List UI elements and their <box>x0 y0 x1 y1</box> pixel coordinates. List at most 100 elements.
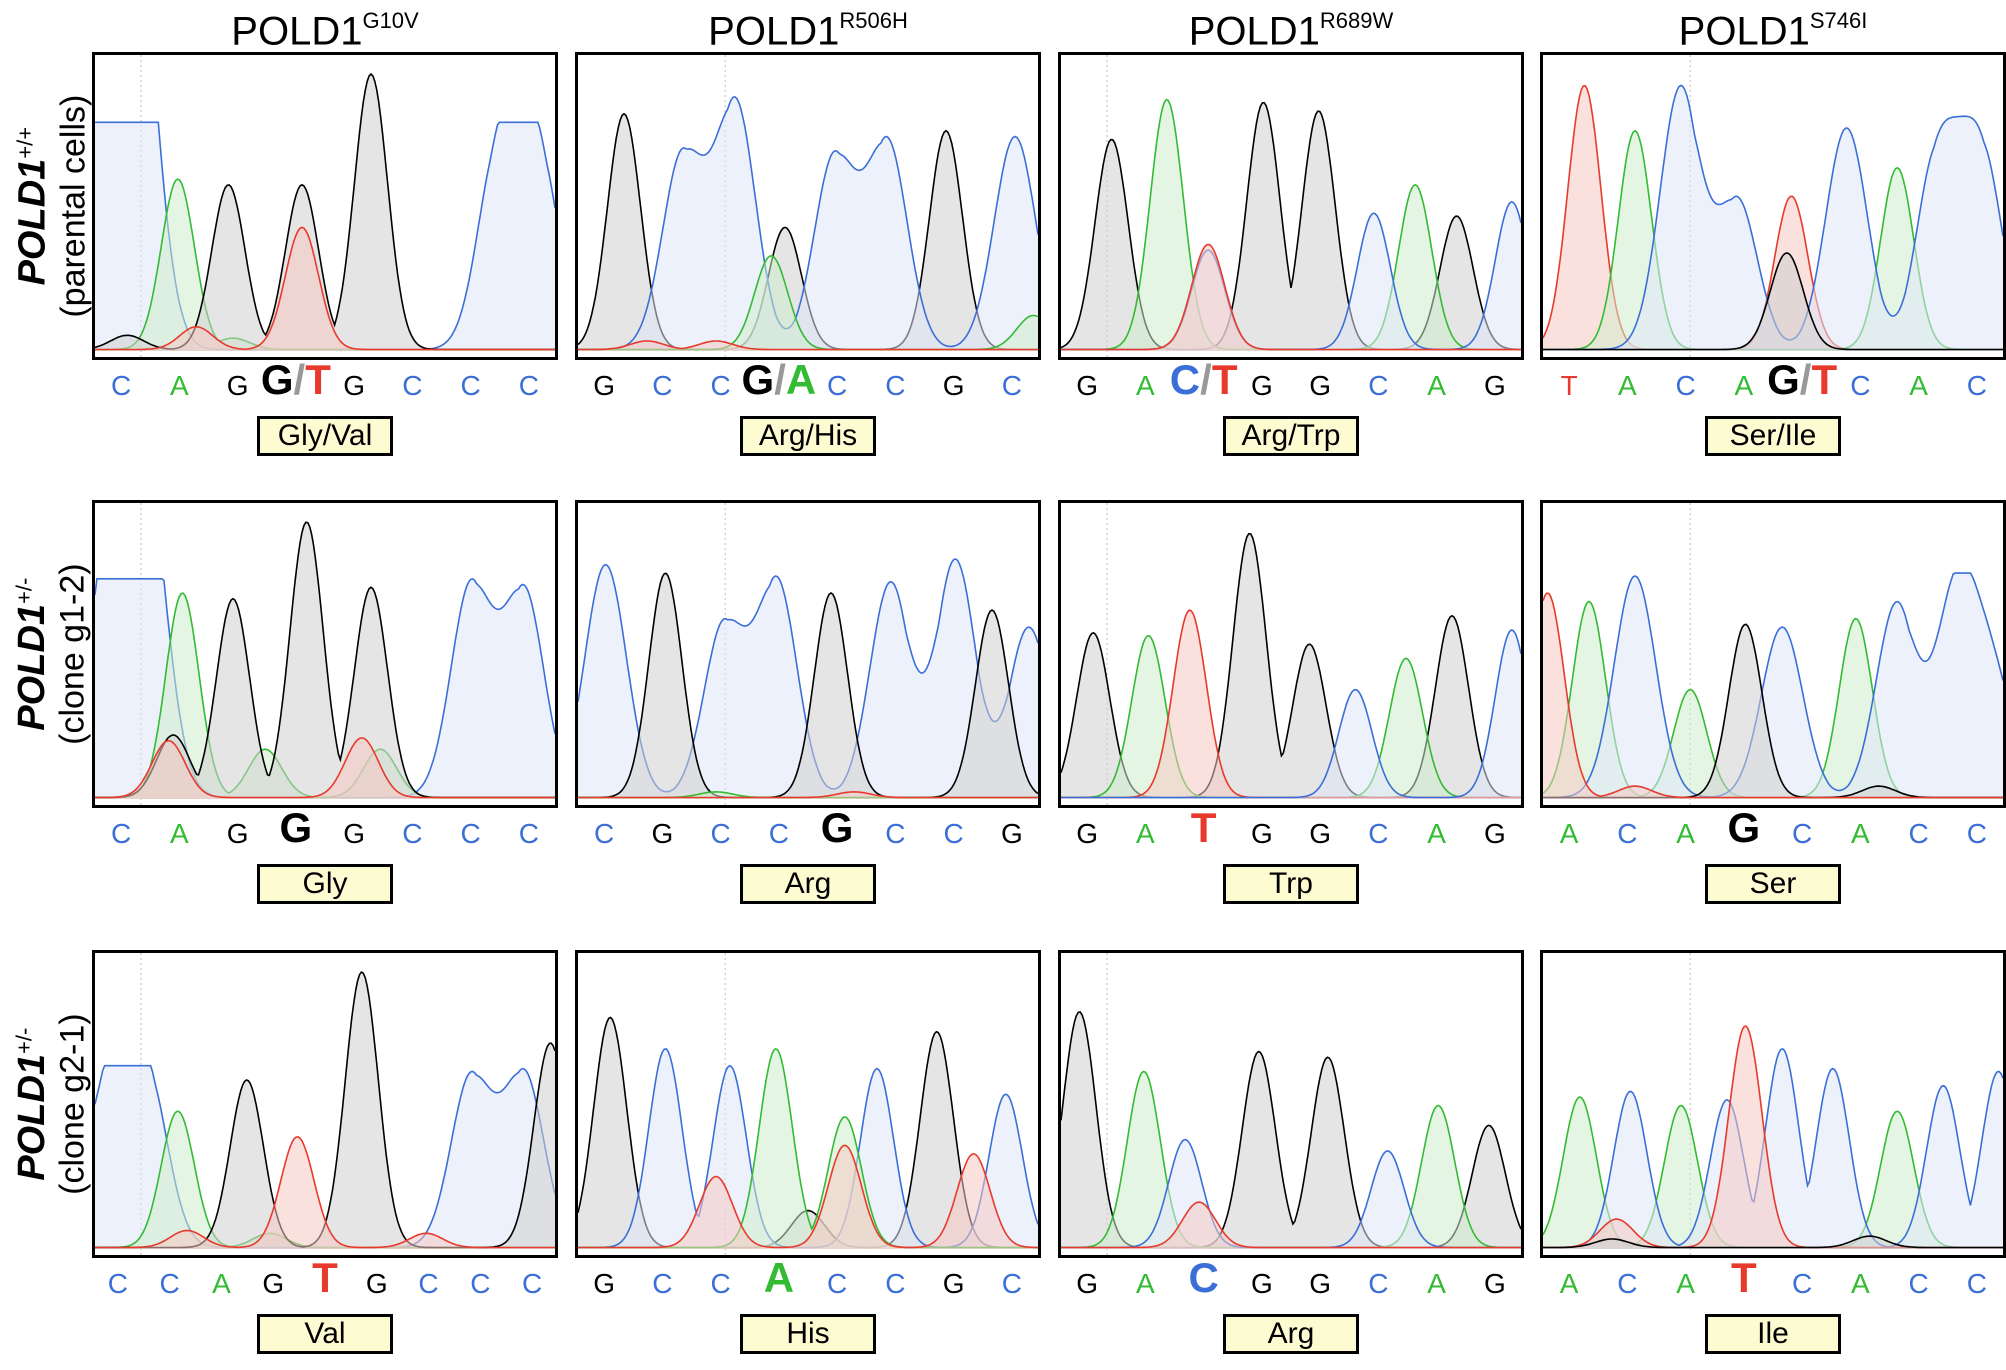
trace-fill-C <box>1543 85 2003 352</box>
base-call: A <box>1427 818 1446 849</box>
base-call: G <box>1483 818 1506 849</box>
base-call: C <box>1188 1254 1219 1301</box>
base-call: C <box>111 370 132 401</box>
amino-acid-label: Trp <box>1223 864 1359 904</box>
base-call: C <box>710 1268 731 1299</box>
row-gene: POLD1 <box>11 158 54 286</box>
row-genotype: POLD1+/+ <box>5 95 53 318</box>
base-call: C <box>827 1268 848 1299</box>
base-call: C <box>1792 1268 1813 1299</box>
base-call: C <box>885 370 906 401</box>
chromatogram-panel-r3-c4 <box>1540 950 2006 1258</box>
base-call: C <box>1850 370 1871 401</box>
chromatogram-trace <box>95 503 555 805</box>
base-call: C <box>1368 370 1389 401</box>
base-call: C <box>1966 818 1987 849</box>
base-call: A <box>1851 818 1870 849</box>
base-call: C <box>1368 1268 1389 1299</box>
base-call: G <box>226 818 249 849</box>
base-call: A <box>1559 818 1579 849</box>
trace-line-T <box>578 790 1038 799</box>
base-call: G <box>820 804 854 851</box>
base-call: C <box>518 818 539 849</box>
chromatogram-trace <box>578 953 1038 1255</box>
trace-fill-A <box>95 179 555 351</box>
base-call: A <box>1734 370 1754 401</box>
trace-fill-C <box>95 122 555 351</box>
trace-fill-C <box>1543 573 2003 799</box>
chromatogram-trace <box>95 55 555 357</box>
base-call: C <box>159 1268 180 1299</box>
column-gene: POLD1 <box>1678 9 1810 54</box>
base-call: A <box>1851 1268 1870 1299</box>
base-call: G <box>1076 818 1099 849</box>
amino-acid-label: His <box>740 1314 876 1354</box>
base-call: C <box>710 818 731 849</box>
column-gene: POLD1 <box>1188 9 1320 54</box>
chromatogram-trace <box>1543 55 2003 357</box>
trace-fill-G <box>578 113 1038 351</box>
trace-line-T <box>1543 592 2003 799</box>
base-call: A <box>170 818 189 849</box>
row-label-text: POLD1+/+ (parental cells) <box>5 95 93 318</box>
trace-fill-G <box>95 74 555 351</box>
trace-fill-T <box>1061 1202 1521 1249</box>
base-call: C <box>710 370 731 401</box>
trace-line-C <box>1543 1047 2003 1249</box>
trace-fill-G <box>95 522 555 799</box>
base-call: C <box>460 818 481 849</box>
trace-fill-T <box>95 227 555 351</box>
base-call: G <box>343 370 366 401</box>
row-genotype-sup: +/- <box>11 577 37 604</box>
base-call: C <box>768 818 789 849</box>
trace-fill-T <box>1061 610 1521 799</box>
base-call: G <box>262 1268 285 1299</box>
column-mutation: R689W <box>1319 8 1394 33</box>
trace-fill-C <box>578 559 1038 799</box>
base-calls: G C C G/AG/A C C G C <box>575 359 1041 406</box>
amino-acid-label: Val <box>257 1314 393 1354</box>
row-genotype-sup: +/+ <box>11 126 37 159</box>
trace-line-C <box>1543 572 2003 799</box>
column-mutation: S746I <box>1809 8 1868 33</box>
base-call: C <box>460 370 481 401</box>
trace-fill-C <box>578 96 1038 352</box>
chromatogram-panel-r2-c3 <box>1058 500 1524 808</box>
base-call: C <box>111 818 132 849</box>
chromatogram-panel-r1-c3 <box>1058 52 1524 360</box>
mixed-base-display: G/A <box>741 356 817 403</box>
base-call: A <box>1618 370 1637 401</box>
amino-acid-label: Arg/His <box>740 416 876 456</box>
column-title-3: POLD1R689W <box>1058 0 1524 53</box>
base-call: C <box>1675 370 1696 401</box>
base-call: C <box>107 1268 128 1299</box>
chromatogram-panel-r3-c2 <box>575 950 1041 1258</box>
base-call: G <box>651 818 674 849</box>
row-gene: POLD1 <box>11 603 54 731</box>
base-call: C <box>1792 818 1813 849</box>
base-call: G <box>1000 818 1023 849</box>
base-call: C <box>418 1268 439 1299</box>
trace-line-G <box>1061 101 1521 351</box>
amino-acid-label: Gly/Val <box>257 416 393 456</box>
trace-fill-G <box>1543 253 2003 351</box>
base-call: G <box>593 370 616 401</box>
base-call: G <box>279 804 313 851</box>
column-gene: POLD1 <box>708 9 840 54</box>
base-call: C <box>518 370 539 401</box>
base-call: G <box>1483 370 1506 401</box>
base-call: C <box>1368 818 1389 849</box>
base-call: A <box>1427 370 1446 401</box>
chromatogram-trace <box>95 953 555 1255</box>
trace-fill-C <box>95 578 555 799</box>
trace-fill-T <box>95 1136 555 1249</box>
chromatogram-trace <box>1061 953 1521 1255</box>
trace-fill-A <box>1061 99 1521 351</box>
trace-fill-T <box>578 1145 1038 1249</box>
trace-fill-G <box>1543 624 2003 799</box>
base-call: A <box>1676 818 1695 849</box>
base-call: T <box>1731 1254 1757 1301</box>
chromatogram-panel-r1-c1 <box>92 52 558 360</box>
trace-fill-T <box>578 341 1038 351</box>
